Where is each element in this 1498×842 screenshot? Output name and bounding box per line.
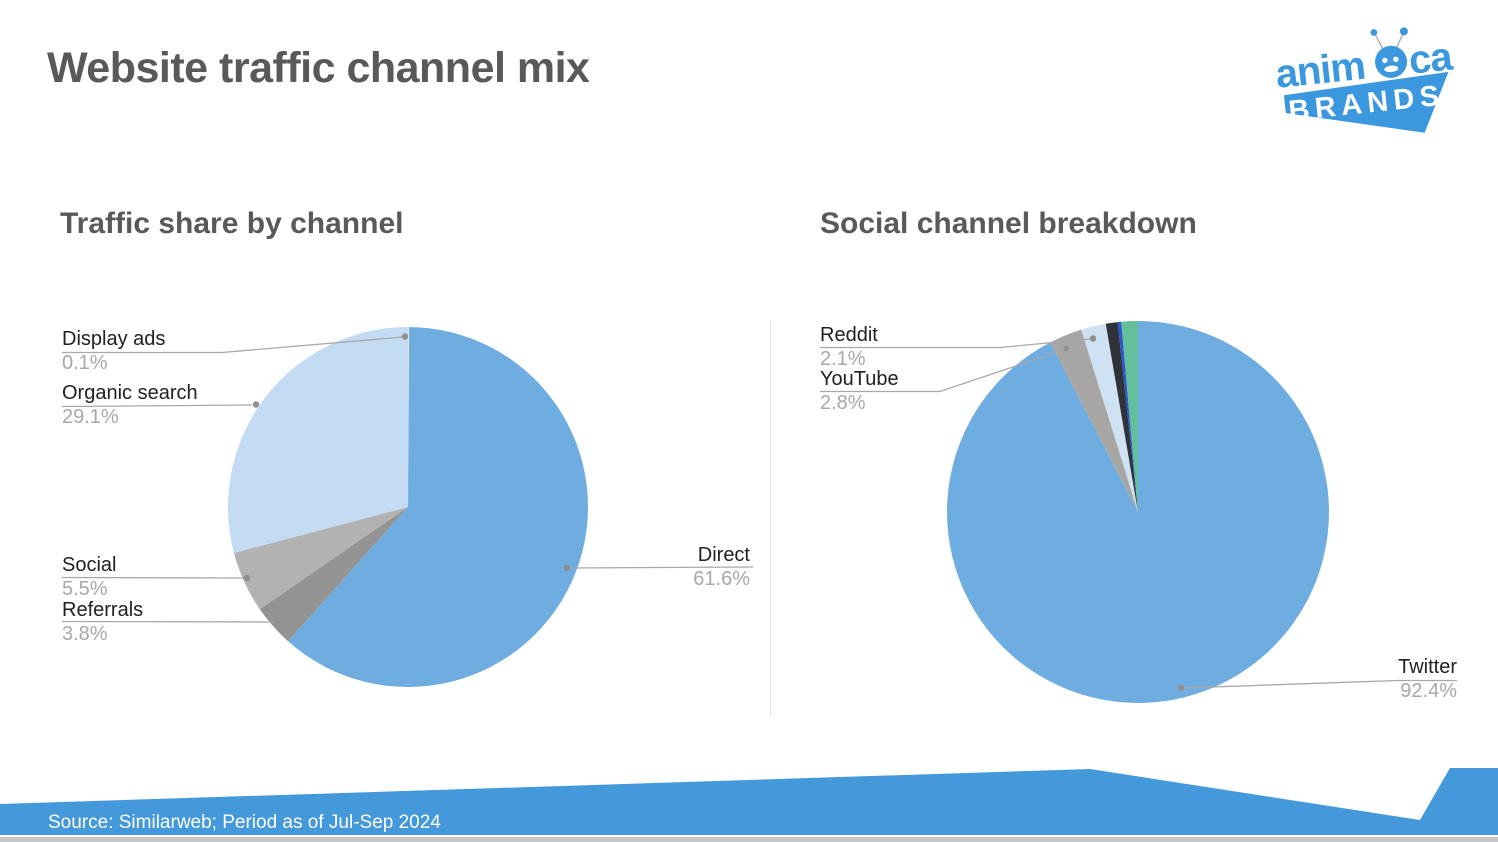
leader-dot-youtube xyxy=(1063,345,1069,352)
chart-heading-traffic-share: Traffic share by channel xyxy=(60,207,404,240)
chart-heading-social-breakdown: Social channel breakdown xyxy=(820,207,1197,240)
label-twitter-name: Twitter xyxy=(1398,656,1457,678)
pie-slice-social xyxy=(233,507,408,610)
label-social-pct: 5.5% xyxy=(62,578,108,600)
pie-chart-traffic-share xyxy=(227,326,589,688)
pie-slice-referrals xyxy=(259,507,408,642)
label-reddit-pct: 2.1% xyxy=(820,348,866,370)
leader-dot-referrals xyxy=(273,618,281,626)
label-reddit: Reddit 2.1% xyxy=(820,324,878,371)
leader-dot-organic-search xyxy=(252,401,260,408)
label-reddit-name: Reddit xyxy=(820,324,878,346)
pie-slice-display-ads xyxy=(408,326,410,507)
pie-slice-youtube xyxy=(1050,329,1138,512)
pie-chart-social-breakdown xyxy=(947,321,1330,703)
label-display-ads-pct: 0.1% xyxy=(62,352,108,374)
label-organic-search-name: Organic search xyxy=(62,382,198,404)
label-youtube-pct: 2.8% xyxy=(820,392,866,414)
logo-banner-shape xyxy=(1283,71,1449,133)
label-referrals-name: Referrals xyxy=(62,599,144,621)
label-youtube: YouTube 2.8% xyxy=(820,368,899,415)
label-referrals-pct: 3.8% xyxy=(62,623,108,645)
label-twitter-pct: 92.4% xyxy=(1400,680,1457,702)
label-organic-search-pct: 29.1% xyxy=(62,406,119,428)
pie-slice-twitter xyxy=(947,321,1330,703)
animoca-brands-logo: anim ca BRANDS xyxy=(1273,27,1455,133)
pie-slice-other-teal xyxy=(1121,321,1138,512)
label-direct-name: Direct xyxy=(697,544,750,566)
leader-dot-reddit xyxy=(1089,335,1097,342)
bottom-edge-strip xyxy=(0,837,1498,842)
label-direct: Direct 61.6% xyxy=(600,544,750,591)
footer-source-text: Source: Similarweb; Period as of Jul-Sep… xyxy=(48,812,441,833)
label-referrals: Referrals 3.8% xyxy=(62,599,143,646)
leader-dot-social xyxy=(243,574,251,582)
page-title: Website traffic channel mix xyxy=(47,44,590,92)
pie-slice-organic-search xyxy=(227,327,408,553)
leader-lines xyxy=(61,333,1457,692)
label-youtube-name: YouTube xyxy=(820,368,899,390)
pie-slice-other-blue xyxy=(1117,321,1138,512)
mascot-icon xyxy=(1370,27,1408,78)
label-social-name: Social xyxy=(62,554,117,576)
leader-dot-twitter xyxy=(1177,684,1185,692)
label-organic-search: Organic search 29.1% xyxy=(62,382,198,429)
leader-dot-display-ads xyxy=(401,333,409,340)
leader-dot-direct xyxy=(563,564,571,572)
label-social: Social 5.5% xyxy=(62,554,116,601)
label-twitter: Twitter 92.4% xyxy=(1307,656,1457,703)
panel-divider xyxy=(770,320,771,716)
pie-slice-reddit xyxy=(1081,323,1138,512)
pie-slice-direct xyxy=(288,327,589,688)
pie-slice-other-dark xyxy=(1105,322,1138,512)
label-direct-pct: 61.6% xyxy=(693,568,750,590)
label-display-ads-name: Display ads xyxy=(62,328,166,350)
label-display-ads: Display ads 0.1% xyxy=(62,328,165,375)
